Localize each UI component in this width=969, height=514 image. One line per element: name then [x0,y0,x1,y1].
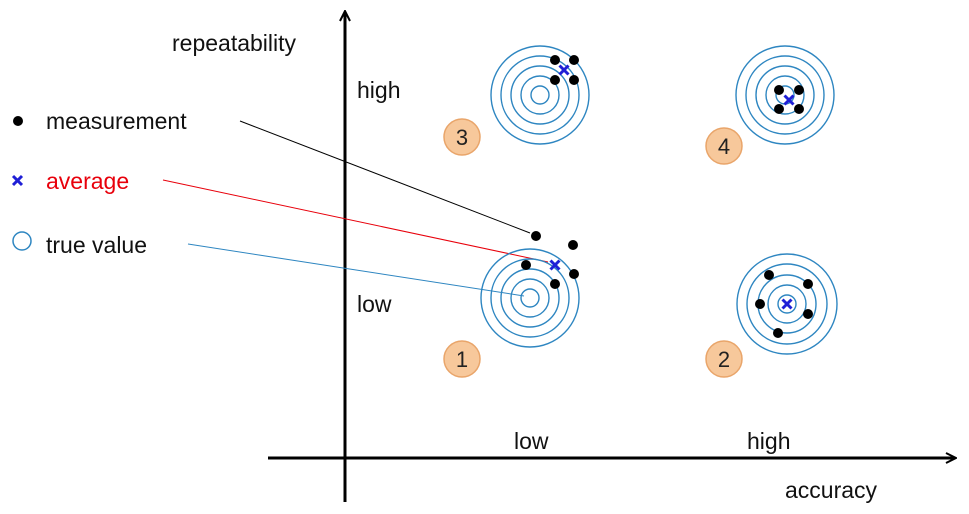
measurement-dot [569,75,579,85]
measurement-dot [764,270,774,280]
measurement-dot [774,104,784,114]
target-ring [530,85,550,105]
measurement-dot [568,240,578,250]
quadrant-3-number: 3 [456,125,468,150]
target-ring [745,55,825,135]
average-cross [558,64,570,76]
x-tick-high: high [747,428,790,454]
quadrant-1-number: 1 [456,347,468,372]
target-ring [500,268,560,328]
legend-true-value-label: true value [46,232,147,258]
y-tick-high: high [357,77,400,103]
quadrant-2-number: 2 [718,347,730,372]
average-cross [781,298,793,310]
measurement-dot [569,55,579,65]
measurement-connector-line [239,120,531,234]
legend: measurement average true value [11,108,187,258]
quadrant-1 [480,231,580,348]
measurement-dot [773,328,783,338]
measurement-dot [774,85,784,95]
measurement-dot [794,104,804,114]
legend-measurement-label: measurement [46,108,187,134]
target-ring [490,45,590,145]
legend-average-label: average [46,168,129,194]
target-ring [736,253,838,355]
measurement-dot-icon [13,116,23,126]
x-axis-label: accuracy [785,477,878,503]
quadrant-2 [736,253,838,355]
average-cross [783,94,795,106]
target-ring [735,45,835,145]
quadrant-4-badge: 4 [705,127,743,165]
target-ring [777,294,797,314]
target-ring [767,284,807,324]
quadrant-3 [490,45,590,145]
target-ring [490,258,570,338]
measurement-dot [794,85,804,95]
target-ring [520,288,540,308]
target-ring [510,65,570,125]
y-tick-low: low [357,291,392,317]
quadrant-4-number: 4 [718,134,730,159]
quadrant-1-badge: 1 [443,340,481,378]
target-ring [500,55,580,135]
quadrant-4 [735,45,835,145]
measurement-dot [755,299,765,309]
target-ring [480,248,580,348]
target-ring [765,75,805,115]
measurement-dot [550,279,560,289]
target-ring [746,263,828,345]
target-ring [755,65,815,125]
target-ring [510,278,550,318]
measurement-dot [531,231,541,241]
measurement-dot [569,269,579,279]
average-connector-line [162,179,549,263]
measurement-dot [521,260,531,270]
true-value-circle-icon [12,231,32,251]
target-ring [520,75,560,115]
quadrant-3-badge: 3 [443,118,481,156]
average-cross [549,259,561,271]
measurement-dot [550,75,560,85]
measurement-dot [550,55,560,65]
y-axis-label: repeatability [172,30,297,56]
x-tick-low: low [514,428,549,454]
measurement-dot [803,309,813,319]
true-value-connector-line [187,243,525,297]
quadrant-2-badge: 2 [705,340,743,378]
average-cross-icon [11,174,24,187]
measurement-dot [803,279,813,289]
